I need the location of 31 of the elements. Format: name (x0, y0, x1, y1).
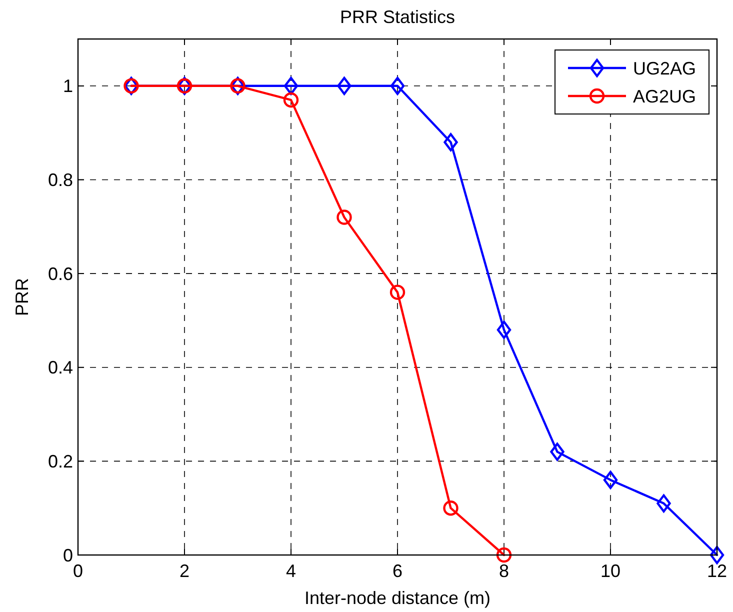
legend-label: AG2UG (633, 86, 696, 106)
y-tick-label: 0.6 (48, 264, 73, 284)
point (443, 500, 458, 516)
y-tick-label: 1 (62, 76, 73, 96)
point (390, 76, 405, 96)
point (283, 92, 299, 108)
point (337, 76, 352, 96)
point (496, 320, 512, 339)
x-axis-title: Inter-node distance (m) (304, 588, 491, 608)
point (550, 442, 564, 461)
y-tick-label: 0 (62, 545, 73, 566)
x-tick-label: 12 (706, 561, 728, 581)
x-tick-label: 10 (600, 561, 621, 581)
x-tick-label: 2 (179, 561, 190, 581)
y-tick-label: 0.8 (48, 170, 73, 190)
point (603, 470, 618, 490)
point (710, 546, 724, 564)
point (284, 76, 298, 96)
point (390, 284, 406, 300)
y-tick-label: 0.2 (48, 451, 73, 472)
point (496, 547, 512, 563)
legend-label: UG2AG (633, 58, 696, 78)
chart-title: PRR Statistics (340, 7, 456, 27)
point (656, 494, 671, 512)
x-tick-label: 8 (498, 561, 510, 581)
y-tick-label: 0.4 (48, 358, 73, 378)
point (444, 133, 458, 152)
x-tick-label: 4 (286, 561, 296, 581)
x-tick-label: 6 (392, 561, 403, 581)
point (336, 210, 352, 225)
y-axis-title: PRR (12, 278, 32, 316)
